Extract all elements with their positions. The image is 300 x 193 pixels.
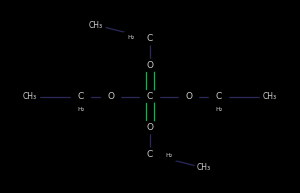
Text: CH₃: CH₃ bbox=[263, 92, 277, 101]
Circle shape bbox=[260, 90, 280, 103]
Text: CH₃: CH₃ bbox=[23, 92, 37, 101]
Text: C: C bbox=[78, 92, 84, 101]
Circle shape bbox=[194, 162, 214, 174]
Circle shape bbox=[140, 148, 160, 161]
Circle shape bbox=[101, 90, 121, 103]
Circle shape bbox=[209, 103, 229, 115]
Text: O: O bbox=[185, 92, 193, 101]
Text: O: O bbox=[146, 61, 154, 70]
Circle shape bbox=[140, 59, 160, 72]
Text: H₂: H₂ bbox=[127, 35, 134, 40]
Circle shape bbox=[20, 90, 40, 103]
Text: C: C bbox=[147, 34, 153, 43]
Text: C: C bbox=[147, 150, 153, 159]
Circle shape bbox=[209, 90, 229, 103]
Circle shape bbox=[71, 103, 91, 115]
Circle shape bbox=[160, 149, 179, 162]
Text: CH₃: CH₃ bbox=[89, 21, 103, 30]
Circle shape bbox=[86, 19, 106, 31]
Text: H₂: H₂ bbox=[166, 153, 173, 158]
Circle shape bbox=[140, 121, 160, 134]
Circle shape bbox=[71, 90, 91, 103]
Circle shape bbox=[140, 32, 160, 45]
Circle shape bbox=[121, 31, 140, 44]
Text: H₂: H₂ bbox=[215, 107, 223, 112]
Text: C: C bbox=[147, 92, 153, 101]
Circle shape bbox=[179, 90, 199, 103]
Text: O: O bbox=[146, 123, 154, 132]
Circle shape bbox=[140, 90, 160, 103]
Text: H₂: H₂ bbox=[77, 107, 85, 112]
Text: O: O bbox=[107, 92, 115, 101]
Text: C: C bbox=[216, 92, 222, 101]
Text: CH₃: CH₃ bbox=[197, 163, 211, 172]
